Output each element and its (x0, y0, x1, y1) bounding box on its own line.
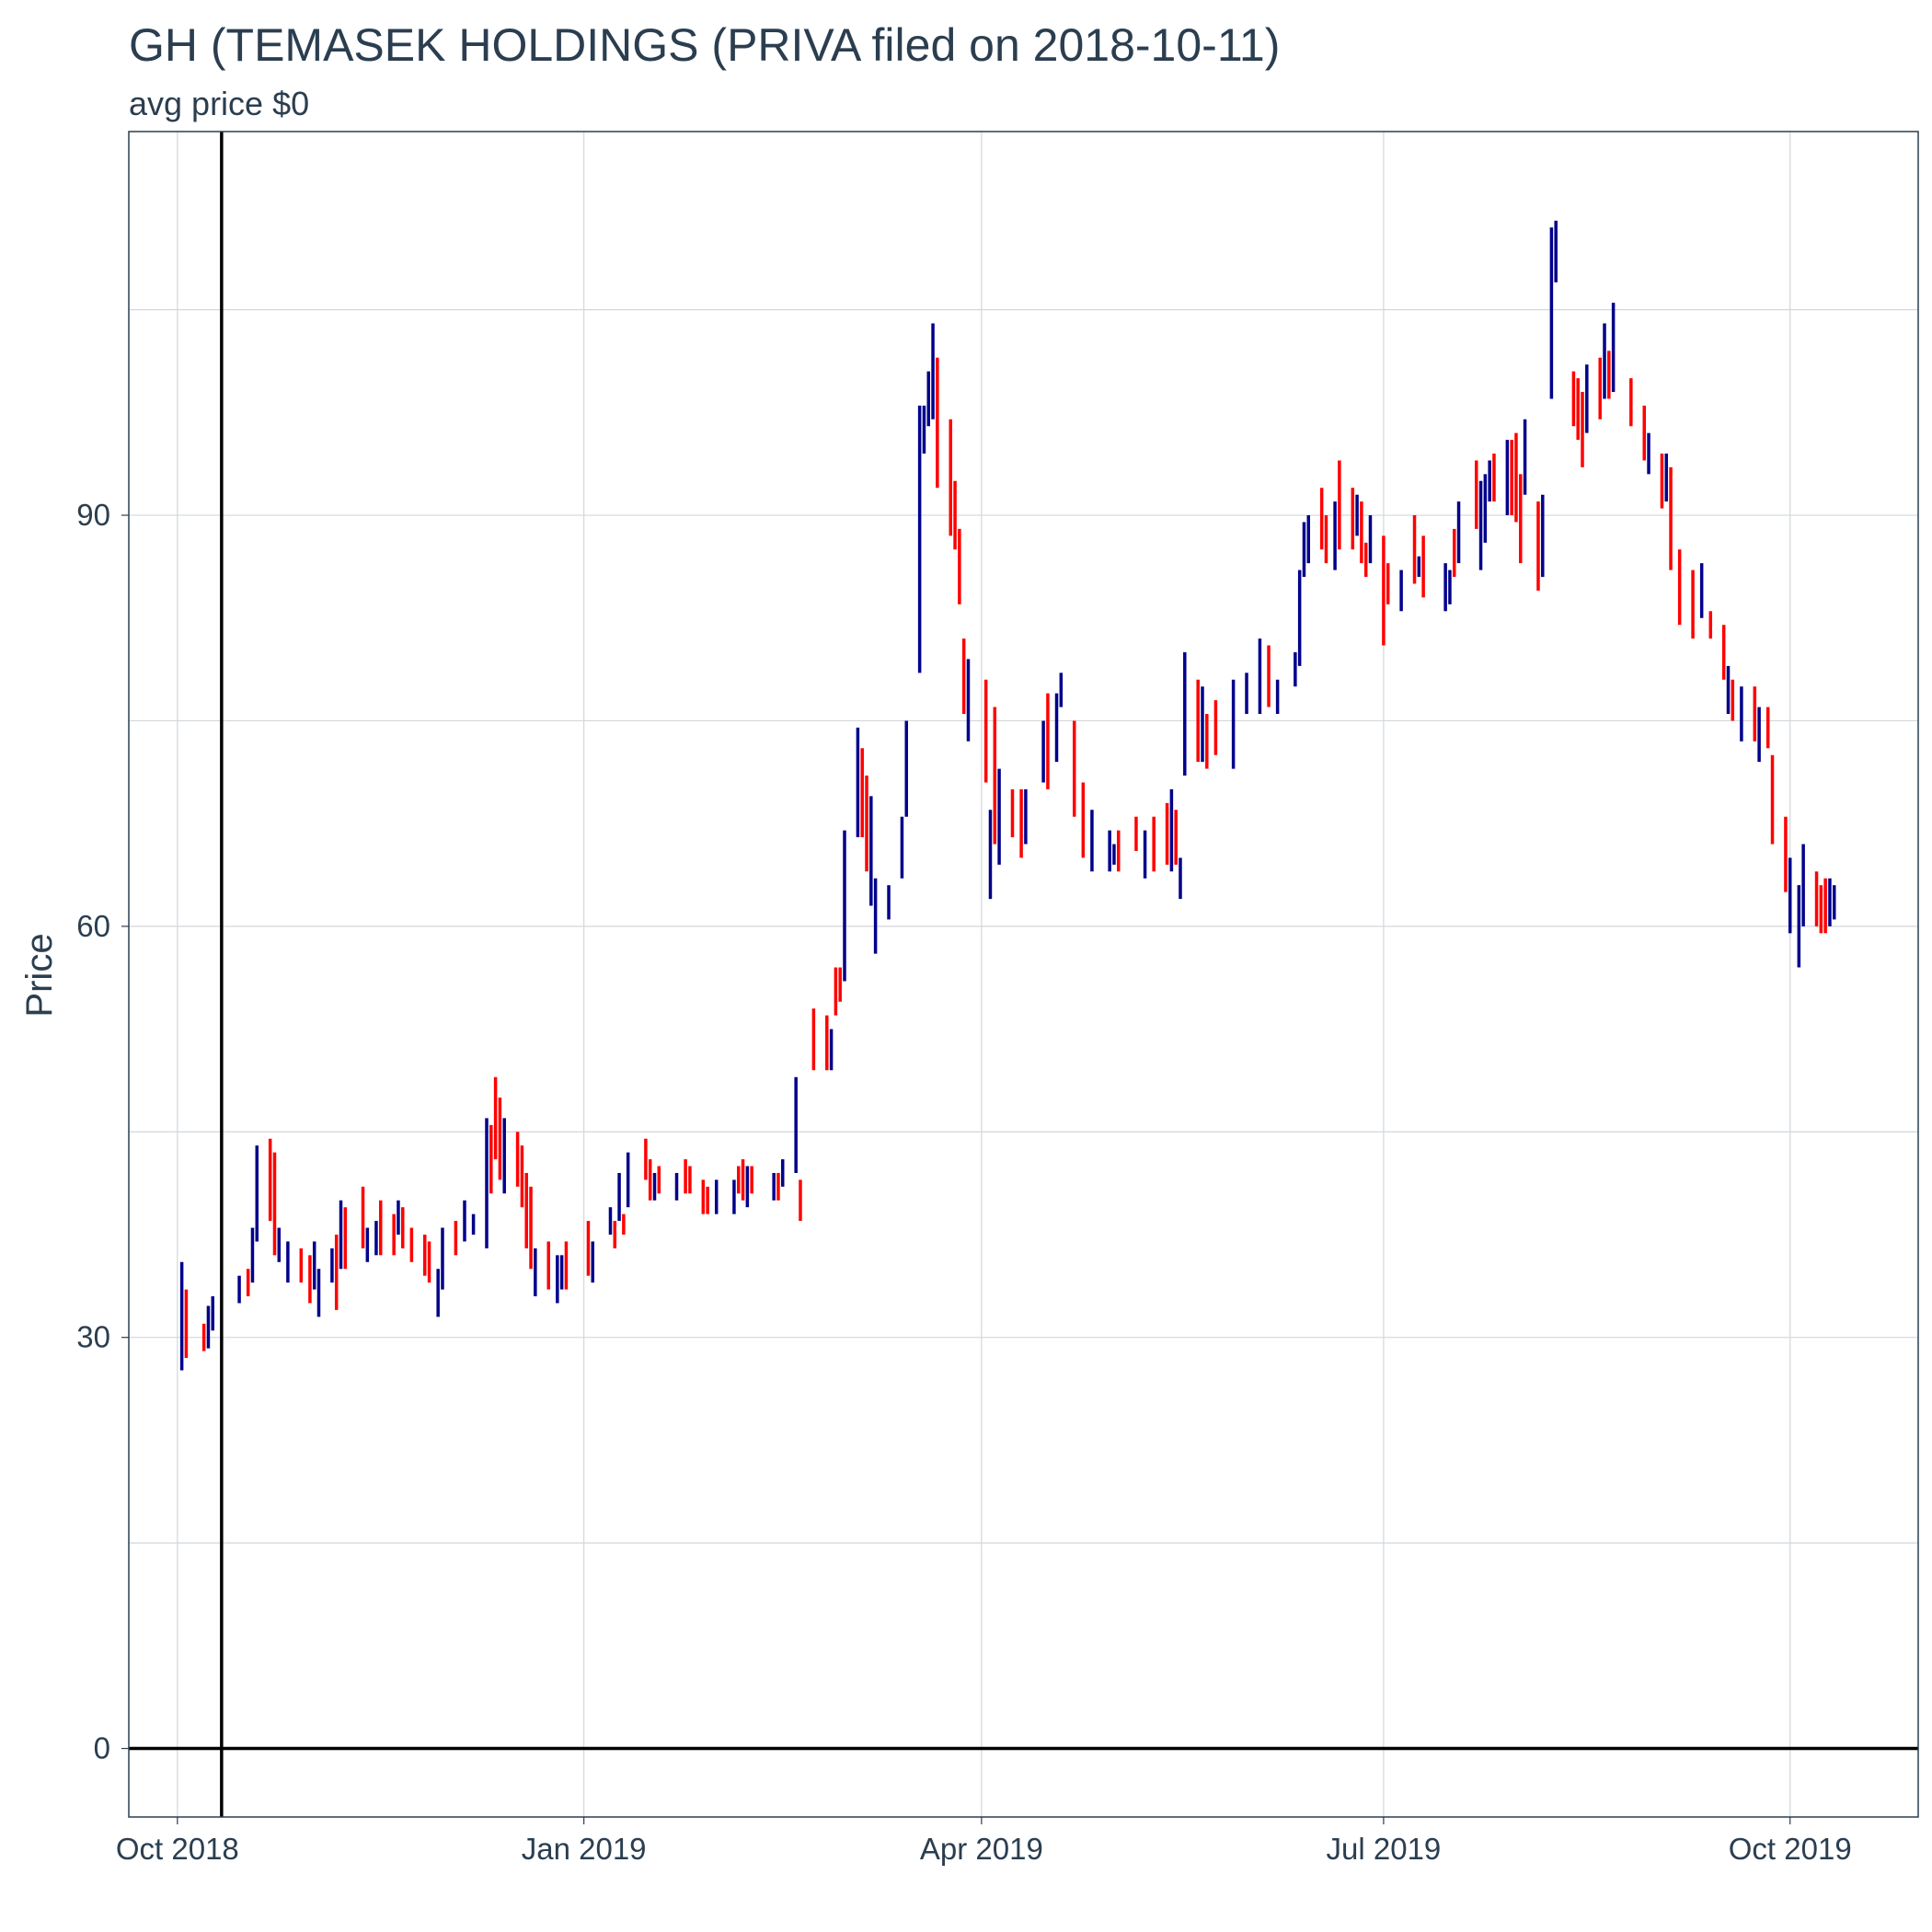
y-tick-label: 90 (76, 498, 110, 532)
x-tick-label: Oct 2018 (116, 1832, 239, 1866)
y-tick-label: 30 (76, 1320, 110, 1354)
x-tick-label: Jul 2019 (1327, 1832, 1442, 1866)
x-tick-label: Oct 2019 (1729, 1832, 1852, 1866)
ohlc-series (179, 220, 1836, 1371)
axes: 0 30 60 90 Oct 2018 Jan 2019 Apr 2019 Jul 2019 O… (76, 498, 1851, 1866)
chart-title: GH (TEMASEK HOLDINGS (PRIVA filed on 201… (129, 19, 1281, 71)
chart-subtitle: avg price $0 (129, 85, 310, 122)
plot-frame (128, 131, 1919, 1818)
y-tick-label: 0 (94, 1731, 110, 1765)
y-tick-label: 60 (76, 909, 110, 943)
x-tick-label: Apr 2019 (920, 1832, 1043, 1866)
x-tick-label: Jan 2019 (522, 1832, 647, 1866)
y-axis-label: Price (19, 933, 60, 1017)
grid (129, 132, 1918, 1817)
reference-lines (129, 132, 1918, 1817)
